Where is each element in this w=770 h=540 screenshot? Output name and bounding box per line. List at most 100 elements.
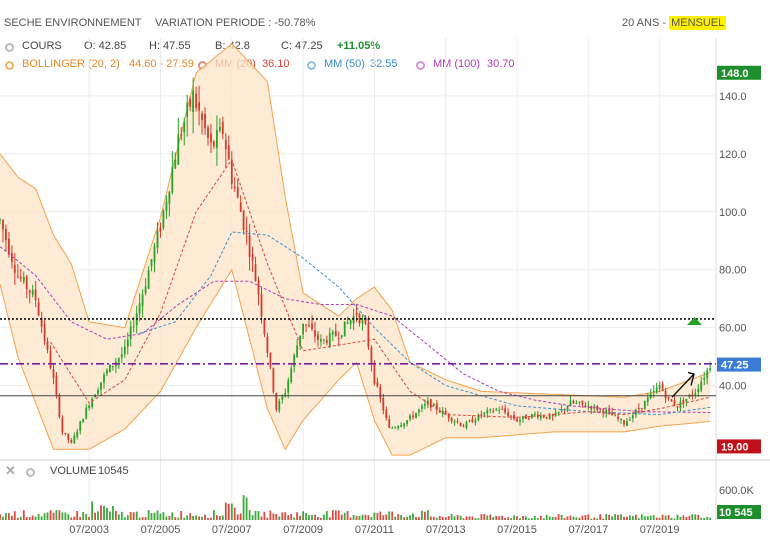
candle-body — [299, 335, 301, 347]
volume-bar — [266, 517, 269, 520]
candle-body — [447, 413, 450, 419]
volume-bar — [159, 513, 162, 520]
candle-body — [424, 404, 426, 406]
volume-bar — [456, 515, 459, 520]
volume-bar — [254, 510, 257, 520]
candle-body — [162, 210, 165, 228]
volume-bar — [138, 517, 141, 520]
candle-body — [474, 420, 477, 423]
candle-body — [245, 230, 248, 233]
candle-body — [388, 419, 391, 428]
candle-body — [599, 409, 602, 410]
volume-bar — [346, 511, 349, 520]
candle-body — [489, 409, 492, 411]
candle-body — [605, 409, 608, 414]
volume-bar — [635, 514, 637, 520]
volume-bar — [317, 517, 319, 520]
candle-body — [545, 416, 548, 419]
candle-body — [427, 400, 429, 405]
volume-bar — [352, 515, 355, 520]
candle-body — [462, 426, 465, 428]
candle-body — [581, 400, 584, 405]
volume-bar — [450, 514, 453, 520]
volume-bar — [507, 517, 509, 520]
candle-body — [180, 133, 183, 136]
volume-bar — [355, 515, 358, 520]
moving-averages — [0, 158, 711, 418]
price-tick-label: 80.00 — [719, 265, 747, 277]
candle-body — [486, 410, 489, 414]
candle-body — [159, 227, 162, 232]
volume-bar — [0, 514, 1, 520]
volume-bar — [578, 517, 581, 520]
volume-bar — [694, 514, 697, 520]
volume-bar — [424, 511, 426, 520]
volume-bar — [391, 511, 394, 520]
candle-body — [165, 201, 168, 211]
volume-bar — [325, 511, 328, 520]
volume-bar — [245, 497, 248, 520]
volume-bar — [462, 518, 465, 520]
candle-body — [2, 220, 4, 230]
volume-bar — [302, 511, 304, 520]
volume-bar — [150, 513, 153, 520]
volume-bar — [560, 514, 563, 520]
candle-body — [453, 421, 456, 423]
volume-bar — [162, 512, 165, 520]
chart-grid — [0, 38, 770, 520]
candle-body — [147, 270, 150, 289]
candle-body — [58, 394, 61, 417]
candle-body — [456, 421, 459, 423]
volume-bar — [85, 514, 88, 520]
candle-body — [578, 401, 581, 403]
volume-bar — [195, 515, 197, 520]
volume-bar — [545, 514, 548, 520]
candle-body — [314, 330, 316, 337]
volume-bar — [189, 513, 192, 520]
candle-body — [418, 409, 420, 413]
volume-bar — [192, 515, 194, 520]
volume-bar — [643, 516, 646, 520]
volume-bar — [542, 518, 545, 520]
volume-bar — [444, 517, 447, 520]
candle-body — [141, 294, 144, 307]
volume-bar — [67, 514, 70, 520]
candle-body — [477, 414, 480, 421]
volume-bar — [135, 511, 138, 520]
price-axis: 140.0 120.0 100.0 80.00 60.00 40.00 — [719, 91, 747, 393]
candle-body — [661, 383, 664, 391]
volume-bar — [19, 516, 22, 520]
candle-body — [400, 425, 402, 427]
volume-bar — [207, 517, 209, 520]
price-badge — [717, 439, 761, 454]
candle-body — [76, 431, 79, 437]
candle-body — [340, 335, 343, 338]
volume-bar — [11, 515, 13, 520]
volume-bar — [563, 518, 566, 520]
time-tick-label: 07/2009 — [283, 524, 323, 536]
volume-bar — [432, 516, 435, 520]
candle-body — [94, 394, 96, 398]
volume-bar — [646, 516, 649, 520]
volume-bar — [664, 515, 667, 520]
volume-bar — [397, 514, 400, 520]
candle-body — [207, 127, 209, 138]
volume-bar — [70, 517, 73, 520]
candle-body — [397, 426, 400, 429]
volume-bar — [129, 512, 132, 520]
volume-bar — [287, 515, 290, 520]
volume-bar — [400, 515, 402, 520]
volume-bar — [513, 515, 515, 520]
bollinger-fill — [0, 43, 711, 456]
candle-body — [103, 374, 105, 383]
candle-body — [153, 246, 156, 263]
candle-body — [284, 393, 287, 397]
candle-body — [563, 408, 566, 410]
alert-triangle-icon — [687, 316, 702, 325]
volume-bar — [415, 516, 417, 520]
volume-bar — [661, 514, 664, 520]
volume-tick-label: 600.0K — [719, 485, 755, 497]
close-icon[interactable]: ✕ — [5, 463, 16, 478]
period-selector[interactable]: 20 ANS - MENSUEL — [622, 16, 727, 30]
